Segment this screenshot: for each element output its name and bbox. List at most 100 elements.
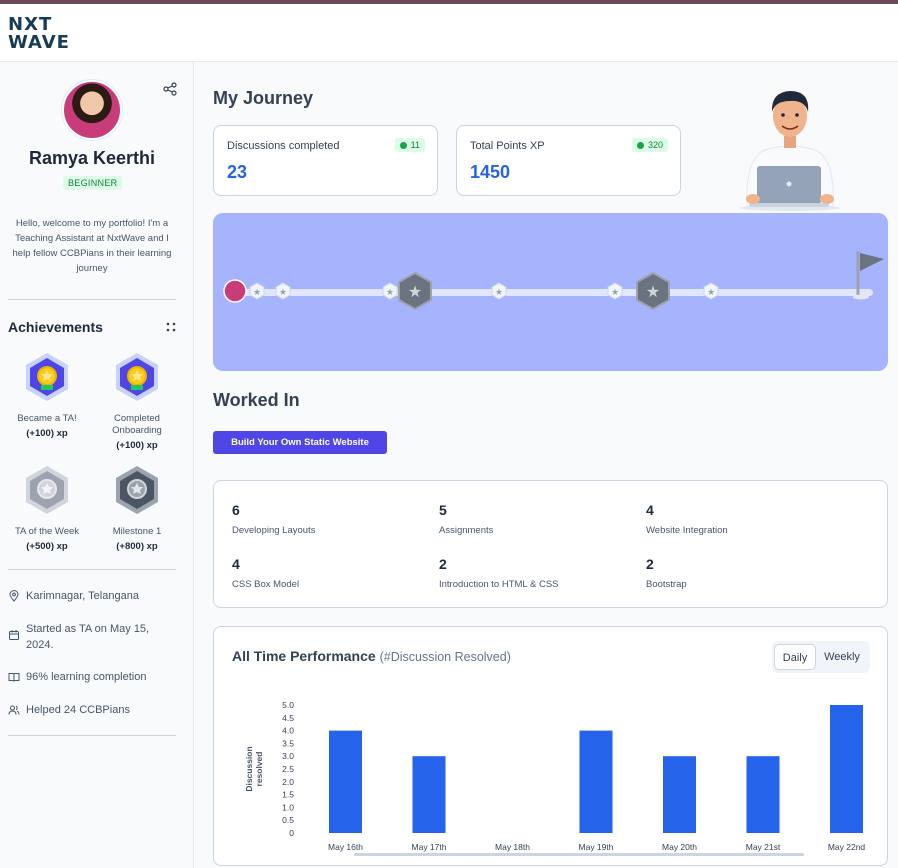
y-tick-label: 4.0 bbox=[282, 726, 294, 736]
share-icon[interactable] bbox=[163, 82, 177, 96]
topic-label: Developing Layouts bbox=[232, 525, 316, 536]
achievement-label: Milestone 1 bbox=[112, 526, 162, 537]
milestone-star-icon: ★ bbox=[249, 282, 265, 300]
topic-count: 5 bbox=[439, 502, 447, 518]
up-dot-icon bbox=[636, 142, 644, 149]
svg-text:★: ★ bbox=[707, 288, 715, 298]
svg-text:★: ★ bbox=[495, 288, 503, 298]
achievement-xp: (+500) xp bbox=[26, 541, 68, 552]
x-tick-label: May 20th bbox=[662, 842, 697, 852]
user-position-avatar bbox=[223, 279, 247, 303]
achievement-label: TA of the Week bbox=[14, 526, 80, 537]
x-tick-label: May 17th bbox=[412, 842, 447, 852]
y-tick-label: 3.5 bbox=[282, 738, 294, 748]
weekly-toggle-button[interactable]: Weekly bbox=[824, 651, 860, 663]
expand-grid-icon[interactable] bbox=[166, 322, 176, 332]
gold-medal-badge-icon bbox=[26, 353, 68, 401]
journey-progress-track: ★ ★ ★ ★ ★ ★ ★ ★ bbox=[213, 213, 888, 371]
nxtwave-logo[interactable]: NXT WAVE bbox=[8, 16, 70, 52]
topic-count: 2 bbox=[646, 556, 654, 572]
y-axis-label: Discussionresolved bbox=[244, 746, 264, 791]
locked-badge-icon bbox=[116, 466, 158, 514]
achievement-label: Completed Onboarding bbox=[112, 413, 162, 436]
horizontal-scrollbar bbox=[354, 853, 804, 856]
achievement-xp: (+100) xp bbox=[116, 440, 158, 451]
topic-count: 2 bbox=[439, 556, 447, 572]
topic-stat: 6 Developing Layouts bbox=[232, 502, 432, 536]
milestone-star-icon: ★ bbox=[607, 282, 623, 300]
achievement-xp: (+800) xp bbox=[116, 541, 158, 552]
achievement-xp: (+100) xp bbox=[26, 428, 68, 439]
performance-title: All Time Performance (#Discussion Resolv… bbox=[232, 648, 511, 664]
y-tick-label: 1.0 bbox=[282, 802, 294, 812]
up-dot-icon bbox=[399, 142, 407, 149]
stat-increase-badge: 11 bbox=[394, 138, 425, 152]
divider bbox=[8, 735, 176, 736]
y-tick-label: 4.5 bbox=[282, 713, 294, 723]
course-button[interactable]: Build Your Own Static Website bbox=[213, 431, 387, 454]
topic-stat: 4 CSS Box Model bbox=[232, 556, 432, 590]
achievement-ta-of-the-week[interactable]: TA of the Week (+500) xp bbox=[2, 465, 92, 552]
book-icon bbox=[8, 673, 20, 682]
topic-label: Website Integration bbox=[646, 525, 728, 536]
major-milestone-icon: ★ bbox=[636, 271, 670, 311]
top-header: NXT WAVE bbox=[0, 4, 898, 62]
info-text: Started as TA on May 15, 2024. bbox=[26, 623, 150, 651]
data-bar bbox=[329, 730, 362, 833]
y-tick-label: 2.0 bbox=[282, 777, 294, 787]
x-tick-label: May 16th bbox=[328, 842, 363, 852]
location-icon bbox=[9, 590, 19, 602]
window-top-border bbox=[0, 0, 898, 4]
topic-stat: 2 Bootstrap bbox=[646, 556, 846, 590]
info-text: 96% learning completion bbox=[26, 671, 147, 683]
svg-text:★: ★ bbox=[611, 288, 619, 298]
topic-label: Bootstrap bbox=[646, 579, 687, 590]
achievement-milestone-1[interactable]: Milestone 1 (+800) xp bbox=[92, 465, 182, 552]
data-bar bbox=[412, 756, 446, 833]
data-bar bbox=[830, 705, 863, 833]
badge-text: 11 bbox=[410, 140, 420, 150]
info-location: Karimnagar, Telangana bbox=[8, 588, 178, 604]
users-icon bbox=[8, 705, 20, 715]
performance-bar-chart: 0 0.5 1.0 1.5 2.0 2.5 3.0 3.5 4.0 4.5 5.0 Discussio… bbox=[244, 700, 866, 856]
person-with-laptop-illustration bbox=[740, 91, 840, 211]
achievement-became-ta[interactable]: Became a TA! (+100) xp bbox=[2, 352, 92, 439]
finish-flag-icon bbox=[853, 251, 884, 300]
achievements-title: Achievements bbox=[8, 319, 103, 335]
worked-in-title: Worked In bbox=[213, 390, 300, 410]
logo-line-2: WAVE bbox=[8, 32, 70, 53]
info-start-date: Started as TA on May 15, 2024. bbox=[8, 621, 178, 653]
milestone-star-icon: ★ bbox=[275, 282, 291, 300]
svg-text:★: ★ bbox=[253, 288, 261, 298]
stat-label: Discussions completed bbox=[227, 140, 340, 152]
stat-increase-badge: 320 bbox=[631, 138, 668, 152]
profile-bio: Hello, welcome to my portfolio! I'm a Te… bbox=[12, 218, 172, 274]
x-tick-label: May 22nd bbox=[828, 842, 866, 852]
info-text: Karimnagar, Telangana bbox=[26, 590, 139, 602]
milestone-star-icon: ★ bbox=[703, 282, 719, 300]
performance-title-text: All Time Performance bbox=[232, 648, 376, 664]
achievement-completed-onboarding[interactable]: Completed Onboarding (+100) xp bbox=[92, 352, 182, 451]
info-learning: 96% learning completion bbox=[8, 669, 178, 685]
major-milestone-icon: ★ bbox=[398, 271, 432, 311]
stat-label: Total Points XP bbox=[470, 140, 545, 152]
x-tick-label: May 18th bbox=[495, 842, 530, 852]
y-tick-label: 3.0 bbox=[282, 751, 294, 761]
svg-text:★: ★ bbox=[408, 282, 422, 301]
milestone-path: ★ ★ ★ ★ ★ ★ ★ ★ bbox=[223, 251, 884, 311]
gold-medal-badge-icon bbox=[116, 353, 158, 401]
x-tick-label: May 19th bbox=[579, 842, 614, 852]
page-title: My Journey bbox=[213, 88, 314, 108]
level-badge: BEGINNER bbox=[63, 176, 123, 190]
data-bar bbox=[663, 756, 696, 833]
profile-name: Ramya Keerthi bbox=[28, 148, 156, 168]
achievement-label: Became a TA! bbox=[17, 413, 77, 424]
y-tick-label: 0 bbox=[289, 828, 294, 838]
stat-value: 1450 bbox=[470, 162, 511, 182]
worked-in-card: 6 Developing Layouts 5 Assignments 4 Web… bbox=[213, 480, 888, 608]
stat-value: 23 bbox=[227, 162, 248, 182]
y-tick-label: 0.5 bbox=[282, 815, 294, 825]
daily-toggle-button[interactable]: Daily bbox=[774, 644, 816, 670]
data-bar bbox=[746, 756, 780, 833]
performance-card: All Time Performance (#Discussion Resolv… bbox=[213, 626, 888, 866]
